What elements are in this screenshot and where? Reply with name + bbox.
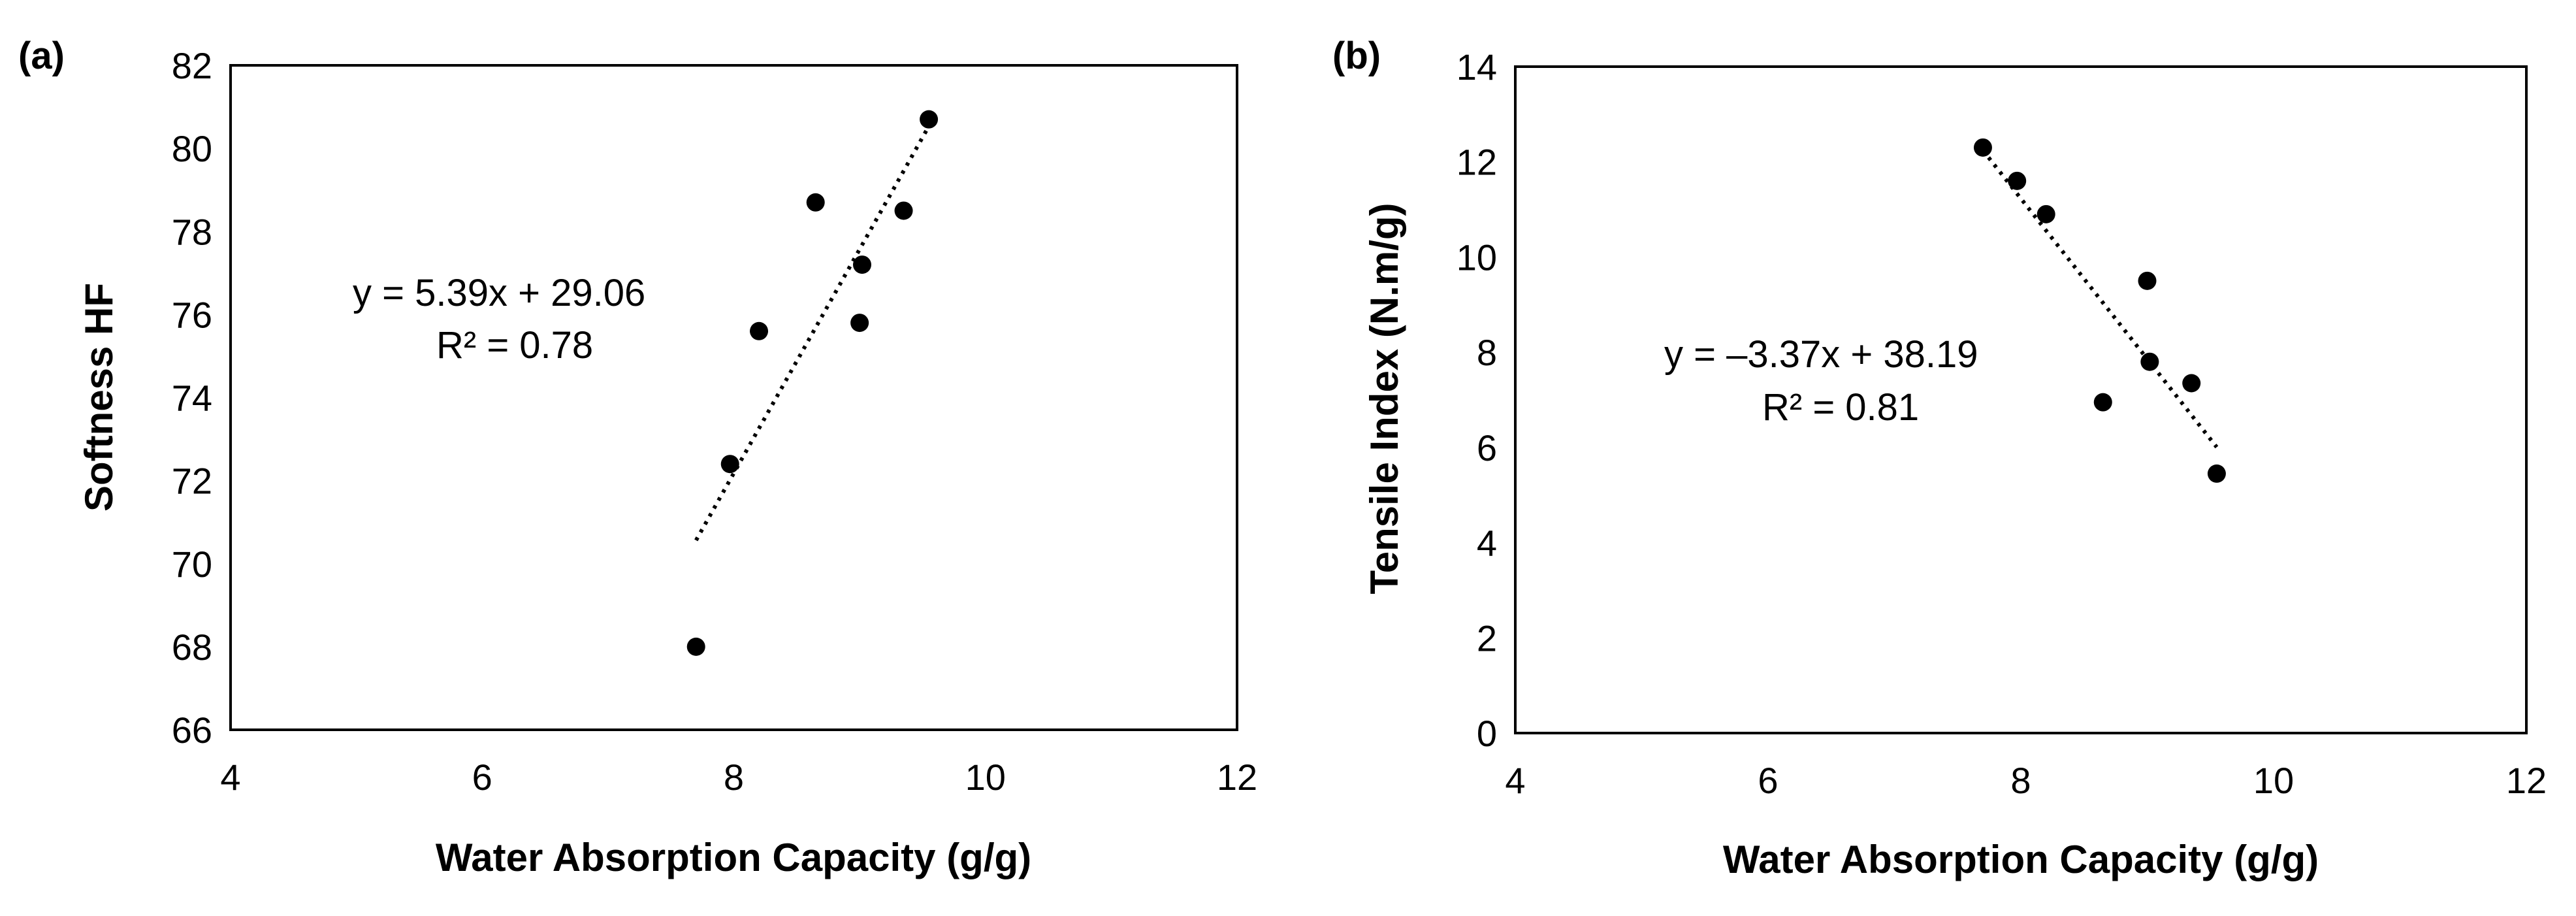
plot-frame — [1514, 65, 2528, 734]
trendline-equation: y = –3.37x + 38.19 — [1664, 333, 1978, 376]
y-tick-label: 6 — [1477, 427, 1497, 468]
data-point — [686, 637, 705, 656]
y-axis-title: Tensile Index (N.m/g) — [1362, 203, 1406, 595]
data-point — [2093, 393, 2112, 412]
y-tick-label: 0 — [1477, 713, 1497, 754]
y-tick-label: 8 — [1477, 332, 1497, 373]
y-tick-label: 12 — [1457, 142, 1497, 183]
x-tick-label: 12 — [1217, 757, 1257, 798]
y-tick-label: 10 — [1457, 237, 1497, 278]
data-point — [894, 201, 913, 220]
x-tick-label: 6 — [472, 757, 492, 798]
data-point — [2037, 204, 2055, 223]
data-point — [2182, 374, 2201, 393]
x-tick-label: 4 — [220, 757, 240, 798]
x-tick-labels: 4 6 8 10 12 — [1505, 760, 2547, 801]
data-point — [850, 314, 869, 333]
y-tick-label: 68 — [172, 627, 212, 668]
data-point — [2138, 271, 2157, 290]
y-tick-label: 72 — [172, 461, 212, 502]
data-point — [2207, 464, 2226, 483]
trendline — [694, 125, 931, 542]
x-tick-label: 12 — [2506, 760, 2547, 801]
r-squared-label: R² = 0.78 — [436, 324, 593, 367]
x-tick-label: 10 — [965, 757, 1006, 798]
x-tick-label: 6 — [1758, 760, 1778, 801]
data-point — [2140, 352, 2159, 371]
x-axis-title: Water Absorption Capacity (g/g) — [1723, 838, 2319, 881]
data-point — [2008, 171, 2027, 190]
y-axis-title: Softness HF — [77, 283, 121, 512]
x-axis-title: Water Absorption Capacity (g/g) — [436, 836, 1031, 879]
x-tick-label: 8 — [2010, 760, 2031, 801]
r-squared-label: R² = 0.81 — [1762, 386, 1919, 429]
panel-label: (b) — [1332, 35, 1381, 77]
x-tick-label: 10 — [2253, 760, 2294, 801]
trendline-equation: y = 5.39x + 29.06 — [353, 272, 645, 314]
panel-label: (a) — [18, 35, 65, 77]
data-points — [686, 110, 939, 656]
x-tick-label: 8 — [724, 757, 744, 798]
data-point — [750, 321, 769, 340]
y-tick-label: 2 — [1477, 617, 1497, 659]
data-point — [852, 255, 871, 274]
y-tick-label: 76 — [172, 294, 212, 335]
plot-frame — [229, 64, 1238, 731]
y-tick-label: 70 — [172, 544, 212, 585]
y-tick-label: 82 — [172, 45, 212, 86]
data-point — [920, 110, 939, 129]
x-tick-labels: 4 6 8 10 12 — [220, 757, 1257, 798]
data-points — [1973, 138, 2226, 483]
y-tick-labels: 0 2 4 6 8 10 12 14 — [1457, 46, 1497, 754]
x-tick-label: 4 — [1505, 760, 1525, 801]
data-point — [806, 193, 825, 212]
y-tick-label: 78 — [172, 211, 212, 252]
panel-b: (b) 4 6 8 10 12 0 2 4 6 8 10 12 14 y = –3.37x + 38.… — [1332, 35, 2547, 881]
y-tick-label: 74 — [172, 378, 212, 419]
y-tick-labels: 66 68 70 72 74 76 78 80 82 — [172, 45, 212, 751]
y-tick-label: 14 — [1457, 46, 1497, 88]
data-point — [1973, 138, 1992, 157]
y-tick-label: 80 — [172, 128, 212, 169]
y-tick-label: 4 — [1477, 523, 1497, 564]
y-tick-label: 66 — [172, 710, 212, 751]
data-point — [720, 455, 739, 474]
